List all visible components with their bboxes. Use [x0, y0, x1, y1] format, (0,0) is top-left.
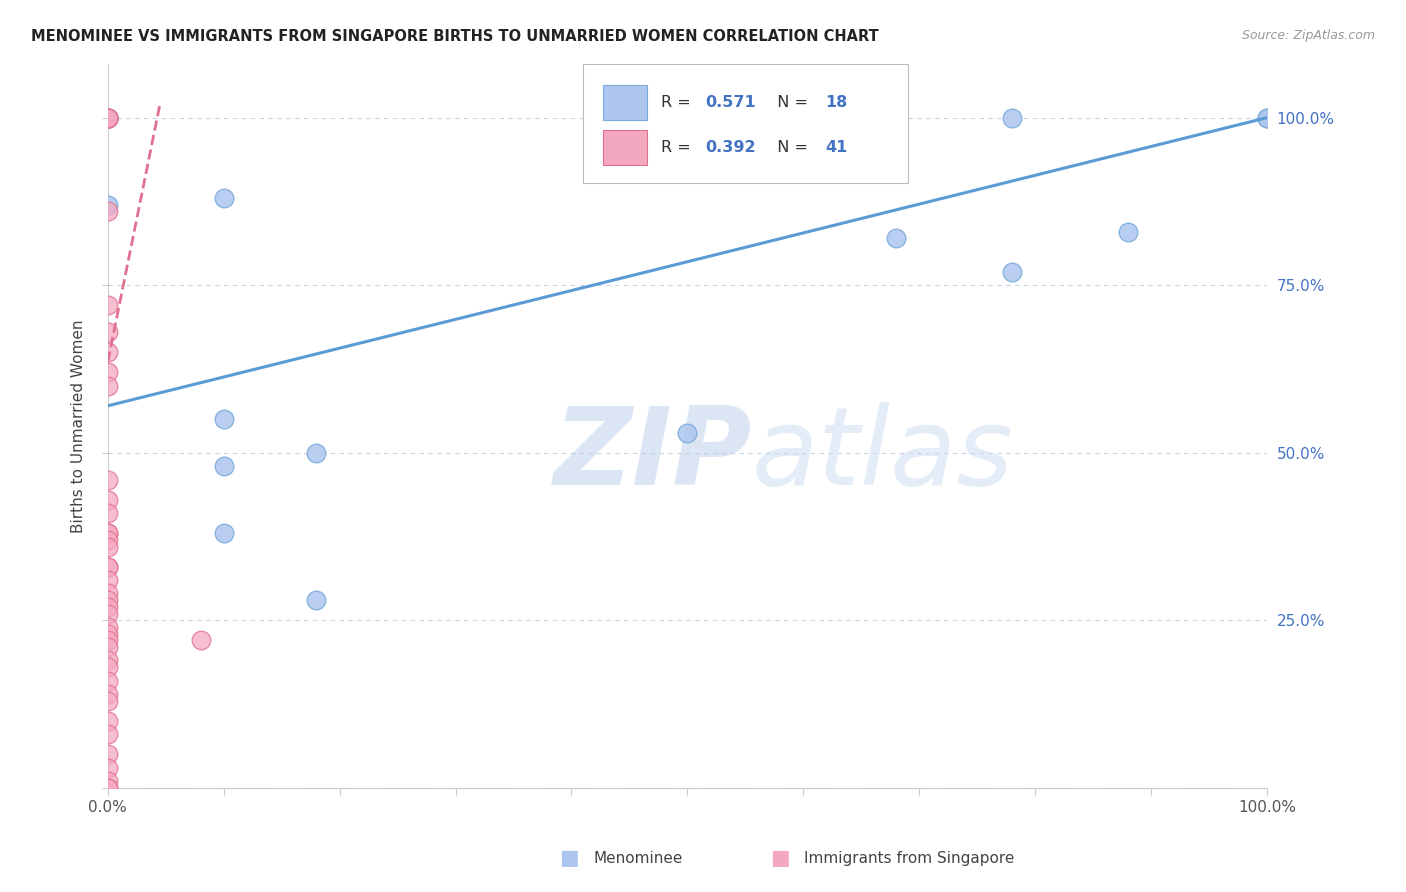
Text: Immigrants from Singapore: Immigrants from Singapore — [804, 851, 1015, 865]
Point — [97, 111, 120, 125]
Point — [97, 526, 120, 541]
Point — [97, 506, 120, 520]
Point — [97, 204, 120, 219]
Point — [1256, 111, 1278, 125]
Point — [97, 298, 120, 312]
Point — [97, 526, 120, 541]
Point — [97, 198, 120, 212]
Point — [97, 774, 120, 789]
Point — [97, 687, 120, 701]
Point — [97, 780, 120, 795]
Point — [97, 533, 120, 547]
Text: ■: ■ — [560, 848, 579, 868]
Point — [1116, 225, 1139, 239]
Y-axis label: Births to Unmarried Women: Births to Unmarried Women — [72, 319, 86, 533]
Point — [97, 620, 120, 634]
Point — [97, 540, 120, 554]
Point — [97, 111, 120, 125]
Point — [97, 653, 120, 667]
Text: Source: ZipAtlas.com: Source: ZipAtlas.com — [1241, 29, 1375, 42]
Point — [212, 459, 235, 474]
Text: ■: ■ — [770, 848, 790, 868]
Point — [97, 365, 120, 379]
FancyBboxPatch shape — [603, 130, 647, 165]
Text: 0.392: 0.392 — [704, 140, 755, 155]
Point — [97, 626, 120, 640]
Point — [97, 693, 120, 707]
Point — [676, 425, 699, 440]
Point — [884, 231, 907, 245]
Point — [190, 633, 212, 648]
Text: N =: N = — [768, 140, 814, 155]
Point — [97, 345, 120, 359]
Point — [97, 673, 120, 688]
Point — [97, 559, 120, 574]
Point — [97, 473, 120, 487]
Point — [97, 378, 120, 392]
Point — [1001, 265, 1024, 279]
Point — [97, 714, 120, 728]
Point — [97, 747, 120, 762]
Point — [305, 593, 328, 607]
Point — [97, 640, 120, 654]
Text: R =: R = — [661, 95, 696, 110]
Point — [212, 412, 235, 426]
Point — [97, 111, 120, 125]
Point — [97, 599, 120, 614]
Point — [97, 727, 120, 741]
Text: 41: 41 — [825, 140, 848, 155]
Point — [97, 111, 120, 125]
Point — [97, 325, 120, 339]
Text: 0.571: 0.571 — [704, 95, 755, 110]
Text: N =: N = — [768, 95, 814, 110]
Point — [305, 446, 328, 460]
Text: atlas: atlas — [751, 402, 1014, 508]
Text: ZIP: ZIP — [554, 402, 752, 508]
Point — [97, 633, 120, 648]
Point — [97, 660, 120, 674]
Point — [97, 780, 120, 795]
Point — [212, 526, 235, 541]
Point — [97, 573, 120, 587]
Point — [1001, 111, 1024, 125]
Point — [97, 492, 120, 507]
Text: 18: 18 — [825, 95, 848, 110]
Point — [212, 191, 235, 205]
FancyBboxPatch shape — [583, 64, 908, 184]
FancyBboxPatch shape — [603, 85, 647, 120]
Point — [97, 593, 120, 607]
Text: R =: R = — [661, 140, 696, 155]
Point — [1256, 111, 1278, 125]
Point — [97, 761, 120, 775]
Point — [97, 111, 120, 125]
Point — [97, 111, 120, 125]
Text: Menominee: Menominee — [593, 851, 683, 865]
Point — [97, 607, 120, 621]
Point — [97, 111, 120, 125]
Point — [97, 559, 120, 574]
Text: MENOMINEE VS IMMIGRANTS FROM SINGAPORE BIRTHS TO UNMARRIED WOMEN CORRELATION CHA: MENOMINEE VS IMMIGRANTS FROM SINGAPORE B… — [31, 29, 879, 44]
Point — [97, 586, 120, 600]
Point — [734, 111, 756, 125]
